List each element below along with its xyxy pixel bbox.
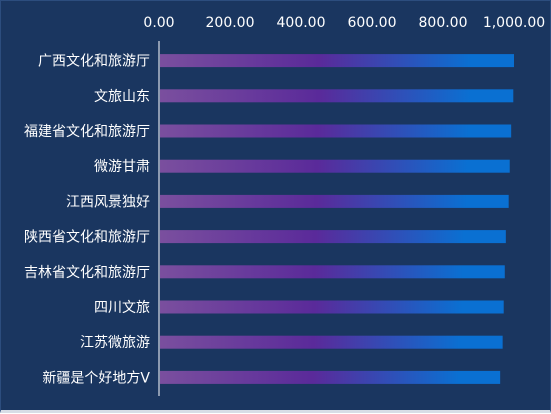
y-tick-label: 广西文化和旅游厅 <box>38 54 150 70</box>
bar <box>160 54 514 68</box>
y-tick-label: 江西风景独好 <box>66 194 150 210</box>
bar <box>160 159 510 173</box>
y-tick-label: 微游甘肃 <box>94 159 150 175</box>
x-tick-label: 0.00 <box>143 15 174 31</box>
x-axis: 0.00 200.00 400.00 600.00 800.00 1,000.00 <box>143 15 545 31</box>
x-tick-label: 200.00 <box>206 15 255 31</box>
y-axis: 广西文化和旅游厅文旅山东福建省文化和旅游厅微游甘肃江西风景独好陕西省文化和旅游厅… <box>24 54 150 387</box>
bar <box>160 370 501 384</box>
y-tick-label: 文旅山东 <box>94 89 150 105</box>
bar-series <box>160 54 514 384</box>
y-tick-label: 福建省文化和旅游厅 <box>24 124 150 140</box>
bar <box>160 89 514 103</box>
x-tick-label: 1,000.00 <box>483 15 545 31</box>
bar <box>160 230 506 244</box>
bar <box>160 124 512 138</box>
x-tick-label: 400.00 <box>277 15 326 31</box>
y-tick-label: 新疆是个好地方V <box>42 370 150 386</box>
x-tick-label: 600.00 <box>348 15 397 31</box>
y-tick-label: 四川文旅 <box>94 300 150 316</box>
bar <box>160 335 503 349</box>
y-tick-label: 吉林省文化和旅游厅 <box>24 265 150 281</box>
bar <box>160 194 509 208</box>
bar <box>160 300 504 314</box>
bar <box>160 265 505 279</box>
y-tick-label: 江苏微旅游 <box>80 335 150 351</box>
x-tick-label: 800.00 <box>419 15 468 31</box>
y-tick-label: 陕西省文化和旅游厅 <box>24 230 150 246</box>
